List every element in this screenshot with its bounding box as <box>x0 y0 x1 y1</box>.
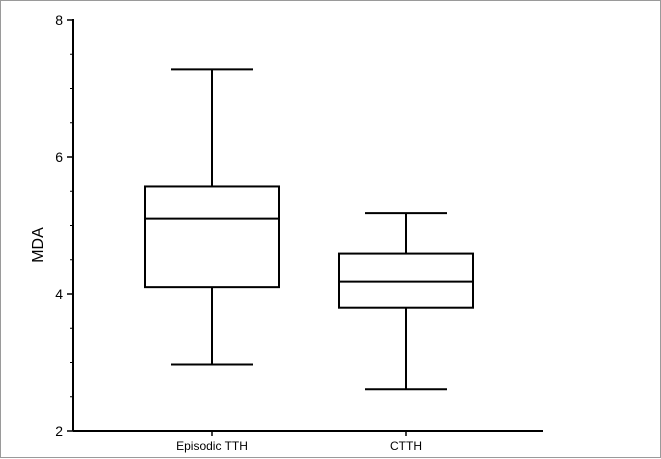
iqr-box <box>338 252 474 309</box>
boxes <box>144 68 474 391</box>
y-axis-title: MDA <box>30 227 47 263</box>
y-tick-label-4: 4 <box>55 286 63 302</box>
x-category-label: Episodic TTH <box>176 439 248 453</box>
axes <box>67 19 543 436</box>
box-1 <box>144 68 280 366</box>
iqr-box <box>144 185 280 289</box>
y-tick-label-6: 6 <box>55 149 63 165</box>
x-category-label: CTTH <box>390 439 422 453</box>
labels: MDA 2 4 6 8 Episodic TTH CTTH <box>30 12 422 453</box>
box-2 <box>338 212 474 391</box>
y-tick-label-2: 2 <box>55 423 63 439</box>
y-tick-label-8: 8 <box>55 12 63 28</box>
